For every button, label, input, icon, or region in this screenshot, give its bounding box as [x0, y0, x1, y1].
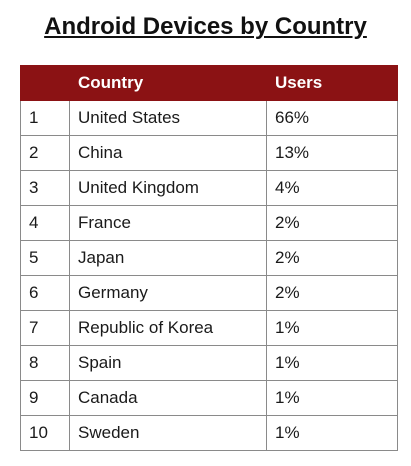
- country-users-table: Country Users 1 United States 66% 2 Chin…: [20, 65, 398, 451]
- users-cell: 2%: [266, 240, 398, 276]
- rank-cell: 2: [20, 135, 70, 171]
- users-cell: 1%: [266, 310, 398, 346]
- country-cell: China: [69, 135, 267, 171]
- table-row: 8 Spain 1%: [20, 345, 398, 381]
- country-cell: United States: [69, 100, 267, 136]
- country-cell: Spain: [69, 345, 267, 381]
- country-cell: United Kingdom: [69, 170, 267, 206]
- users-cell: 4%: [266, 170, 398, 206]
- rank-cell: 1: [20, 100, 70, 136]
- rank-cell: 5: [20, 240, 70, 276]
- country-column-header: Country: [69, 65, 267, 101]
- table-row: 3 United Kingdom 4%: [20, 170, 398, 206]
- rank-cell: 3: [20, 170, 70, 206]
- country-cell: Canada: [69, 380, 267, 416]
- users-cell: 1%: [266, 345, 398, 381]
- rank-cell: 10: [20, 415, 70, 451]
- rank-cell: 8: [20, 345, 70, 381]
- users-cell: 13%: [266, 135, 398, 171]
- country-cell: Japan: [69, 240, 267, 276]
- rank-cell: 6: [20, 275, 70, 311]
- rank-cell: 9: [20, 380, 70, 416]
- table-row: 5 Japan 2%: [20, 240, 398, 276]
- table-row: 2 China 13%: [20, 135, 398, 171]
- table-row: 10 Sweden 1%: [20, 415, 398, 451]
- rank-column-header: [20, 65, 70, 101]
- table-row: 7 Republic of Korea 1%: [20, 310, 398, 346]
- rank-cell: 7: [20, 310, 70, 346]
- country-cell: Germany: [69, 275, 267, 311]
- users-column-header: Users: [266, 65, 398, 101]
- rank-cell: 4: [20, 205, 70, 241]
- country-cell: Sweden: [69, 415, 267, 451]
- table-header-row: Country Users: [20, 65, 398, 101]
- table-row: 9 Canada 1%: [20, 380, 398, 416]
- users-cell: 66%: [266, 100, 398, 136]
- country-cell: France: [69, 205, 267, 241]
- users-cell: 1%: [266, 415, 398, 451]
- table-row: 6 Germany 2%: [20, 275, 398, 311]
- users-cell: 2%: [266, 275, 398, 311]
- table-row: 1 United States 66%: [20, 100, 398, 136]
- table-row: 4 France 2%: [20, 205, 398, 241]
- page-title: Android Devices by Country: [44, 13, 367, 40]
- users-cell: 1%: [266, 380, 398, 416]
- country-cell: Republic of Korea: [69, 310, 267, 346]
- users-cell: 2%: [266, 205, 398, 241]
